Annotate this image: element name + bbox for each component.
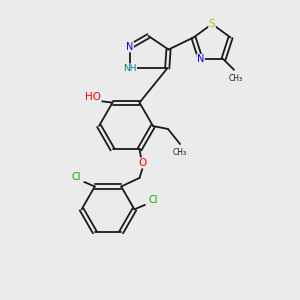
Text: O: O (138, 158, 147, 168)
Text: NH: NH (123, 64, 136, 73)
Text: N: N (197, 54, 204, 64)
Text: Cl: Cl (71, 172, 81, 182)
Text: S: S (209, 19, 215, 29)
Text: Cl: Cl (148, 195, 158, 205)
Text: CH₃: CH₃ (173, 148, 187, 157)
Text: HO: HO (85, 92, 101, 102)
Text: N: N (126, 42, 134, 52)
Text: CH₃: CH₃ (228, 74, 243, 83)
